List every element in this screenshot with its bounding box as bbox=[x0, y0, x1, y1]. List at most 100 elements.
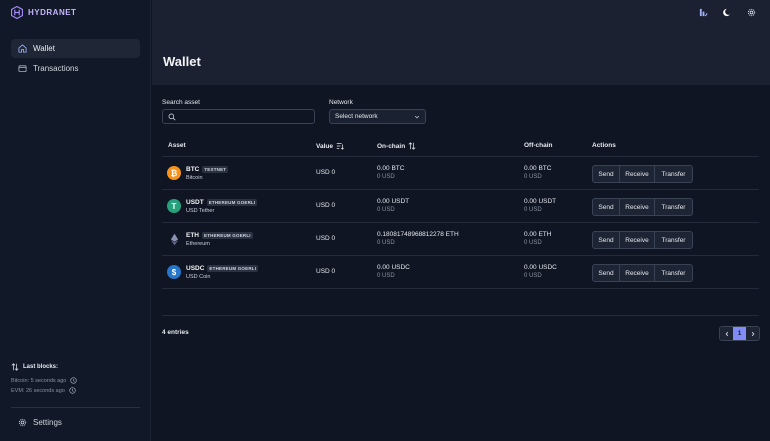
last-block-bitcoin: Bitcoin: 5 seconds ago bbox=[11, 377, 67, 384]
page-button-current[interactable]: 1 bbox=[733, 327, 746, 340]
table-row: ₿ BTC TESTNET Bitcoin USD 0 0.00 BTC 0 US… bbox=[162, 156, 759, 189]
sidebar-item-label: Wallet bbox=[33, 44, 55, 53]
bitcoin-icon: ₿ bbox=[167, 166, 181, 180]
chevron-right-icon bbox=[751, 331, 754, 336]
chevron-down-icon bbox=[414, 115, 420, 118]
receive-button[interactable]: Receive bbox=[620, 232, 655, 248]
row-divider bbox=[162, 288, 759, 289]
row-actions: Send Receive Transfer bbox=[592, 165, 693, 183]
sidebar: HYDRANET Wallet Transactions Last blocks… bbox=[0, 0, 151, 441]
tether-icon: T bbox=[167, 199, 181, 213]
asset-symbol: BTC bbox=[186, 166, 200, 173]
header-label: Actions bbox=[592, 142, 616, 149]
asset-value: USD 0 bbox=[316, 268, 336, 275]
network-badge: ETHEREUM GOERLI bbox=[207, 265, 259, 272]
offchain-usd: 0 USD bbox=[524, 174, 542, 180]
asset-name: Bitcoin bbox=[186, 175, 203, 181]
asset-value: USD 0 bbox=[316, 169, 336, 176]
folder-icon bbox=[18, 65, 27, 73]
header-label: Off-chain bbox=[524, 142, 553, 149]
topbar-icons bbox=[699, 8, 756, 17]
app-name: HYDRANET bbox=[28, 8, 77, 17]
sidebar-divider bbox=[11, 407, 140, 408]
asset-value: USD 0 bbox=[316, 235, 336, 242]
last-blocks: Last blocks: Bitcoin: 5 seconds ago EVM:… bbox=[11, 363, 141, 394]
send-button[interactable]: Send bbox=[593, 232, 620, 248]
row-divider bbox=[162, 255, 759, 256]
asset-value: USD 0 bbox=[316, 202, 336, 209]
offchain-amount: 0.00 USDT bbox=[524, 198, 557, 205]
pagination: 1 bbox=[719, 326, 760, 341]
offchain-amount: 0.00 USDC bbox=[524, 264, 557, 271]
offchain-usd: 0 USD bbox=[524, 240, 542, 246]
row-actions: Send Receive Transfer bbox=[592, 198, 693, 216]
sidebar-item-wallet[interactable]: Wallet bbox=[11, 39, 140, 58]
onchain-usd: 0 USD bbox=[377, 207, 395, 213]
chevron-left-icon bbox=[725, 331, 728, 336]
send-button[interactable]: Send bbox=[593, 199, 620, 215]
sort-icon bbox=[336, 143, 344, 150]
search-input[interactable] bbox=[162, 109, 315, 124]
send-button[interactable]: Send bbox=[593, 166, 620, 182]
last-block-evm: EVM: 26 seconds ago bbox=[11, 387, 65, 394]
header-label: On-chain bbox=[377, 142, 406, 150]
receive-button[interactable]: Receive bbox=[620, 199, 655, 215]
chart-bars-icon[interactable] bbox=[699, 8, 708, 17]
onchain-usd: 0 USD bbox=[377, 273, 395, 279]
network-badge: ETHEREUM GOERLI bbox=[206, 199, 258, 206]
settings-link[interactable]: Settings bbox=[18, 418, 62, 427]
moon-icon[interactable] bbox=[723, 8, 732, 17]
info-icon[interactable] bbox=[70, 377, 77, 384]
row-divider bbox=[162, 156, 759, 157]
header-label: Asset bbox=[168, 142, 186, 149]
column-header-onchain[interactable]: On-chain bbox=[377, 142, 416, 150]
info-icon[interactable] bbox=[69, 387, 76, 394]
sidebar-item-transactions[interactable]: Transactions bbox=[11, 59, 140, 78]
column-header-value[interactable]: Value bbox=[316, 142, 344, 150]
table-row: ETH ETHEREUM GOERLI Ethereum USD 0 0.1808… bbox=[162, 222, 759, 255]
network-selected: Select network bbox=[335, 113, 378, 120]
offchain-amount: 0.00 BTC bbox=[524, 165, 552, 172]
transfer-button[interactable]: Transfer bbox=[661, 170, 686, 178]
home-icon bbox=[18, 44, 27, 53]
asset-name: USD Coin bbox=[186, 274, 211, 280]
onchain-amount: 0.00 USDT bbox=[377, 198, 410, 205]
ethereum-icon bbox=[167, 232, 181, 246]
header-label: Value bbox=[316, 142, 333, 150]
row-divider bbox=[162, 315, 759, 316]
asset-symbol: ETH bbox=[186, 232, 199, 239]
offchain-amount: 0.00 ETH bbox=[524, 231, 552, 238]
asset-symbol: USDT bbox=[186, 199, 204, 206]
onchain-amount: 0.180817489688122​78 ETH bbox=[377, 231, 459, 238]
hydranet-logo-icon bbox=[11, 6, 23, 19]
row-actions: Send Receive Transfer bbox=[592, 264, 693, 282]
network-label: Network bbox=[329, 99, 353, 106]
search-icon bbox=[168, 113, 176, 120]
row-divider bbox=[162, 222, 759, 223]
transfer-button[interactable]: Transfer bbox=[661, 269, 686, 277]
next-page-button[interactable] bbox=[746, 327, 759, 340]
transfer-button[interactable]: Transfer bbox=[661, 203, 686, 211]
transfer-button[interactable]: Transfer bbox=[661, 236, 686, 244]
offchain-usd: 0 USD bbox=[524, 273, 542, 279]
app-logo[interactable]: HYDRANET bbox=[11, 6, 76, 19]
send-button[interactable]: Send bbox=[593, 265, 620, 281]
network-select[interactable]: Select network bbox=[329, 109, 426, 124]
column-header-asset: Asset bbox=[168, 142, 186, 149]
search-label: Search asset bbox=[162, 99, 200, 106]
onchain-usd: 0 USD bbox=[377, 174, 395, 180]
receive-button[interactable]: Receive bbox=[620, 265, 655, 281]
network-badge: ETHEREUM GOERLI bbox=[202, 232, 253, 239]
sort-updown-icon bbox=[408, 142, 416, 150]
column-header-actions: Actions bbox=[592, 142, 616, 149]
gear-icon bbox=[18, 418, 27, 427]
row-divider bbox=[162, 189, 759, 190]
entries-count: 4 entries bbox=[162, 329, 189, 336]
receive-button[interactable]: Receive bbox=[620, 166, 655, 182]
gear-icon[interactable] bbox=[747, 8, 756, 17]
arrows-updown-icon bbox=[11, 363, 19, 371]
row-actions: Send Receive Transfer bbox=[592, 231, 693, 249]
prev-page-button[interactable] bbox=[720, 327, 733, 340]
onchain-amount: 0.00 BTC bbox=[377, 165, 405, 172]
settings-label: Settings bbox=[33, 418, 62, 427]
